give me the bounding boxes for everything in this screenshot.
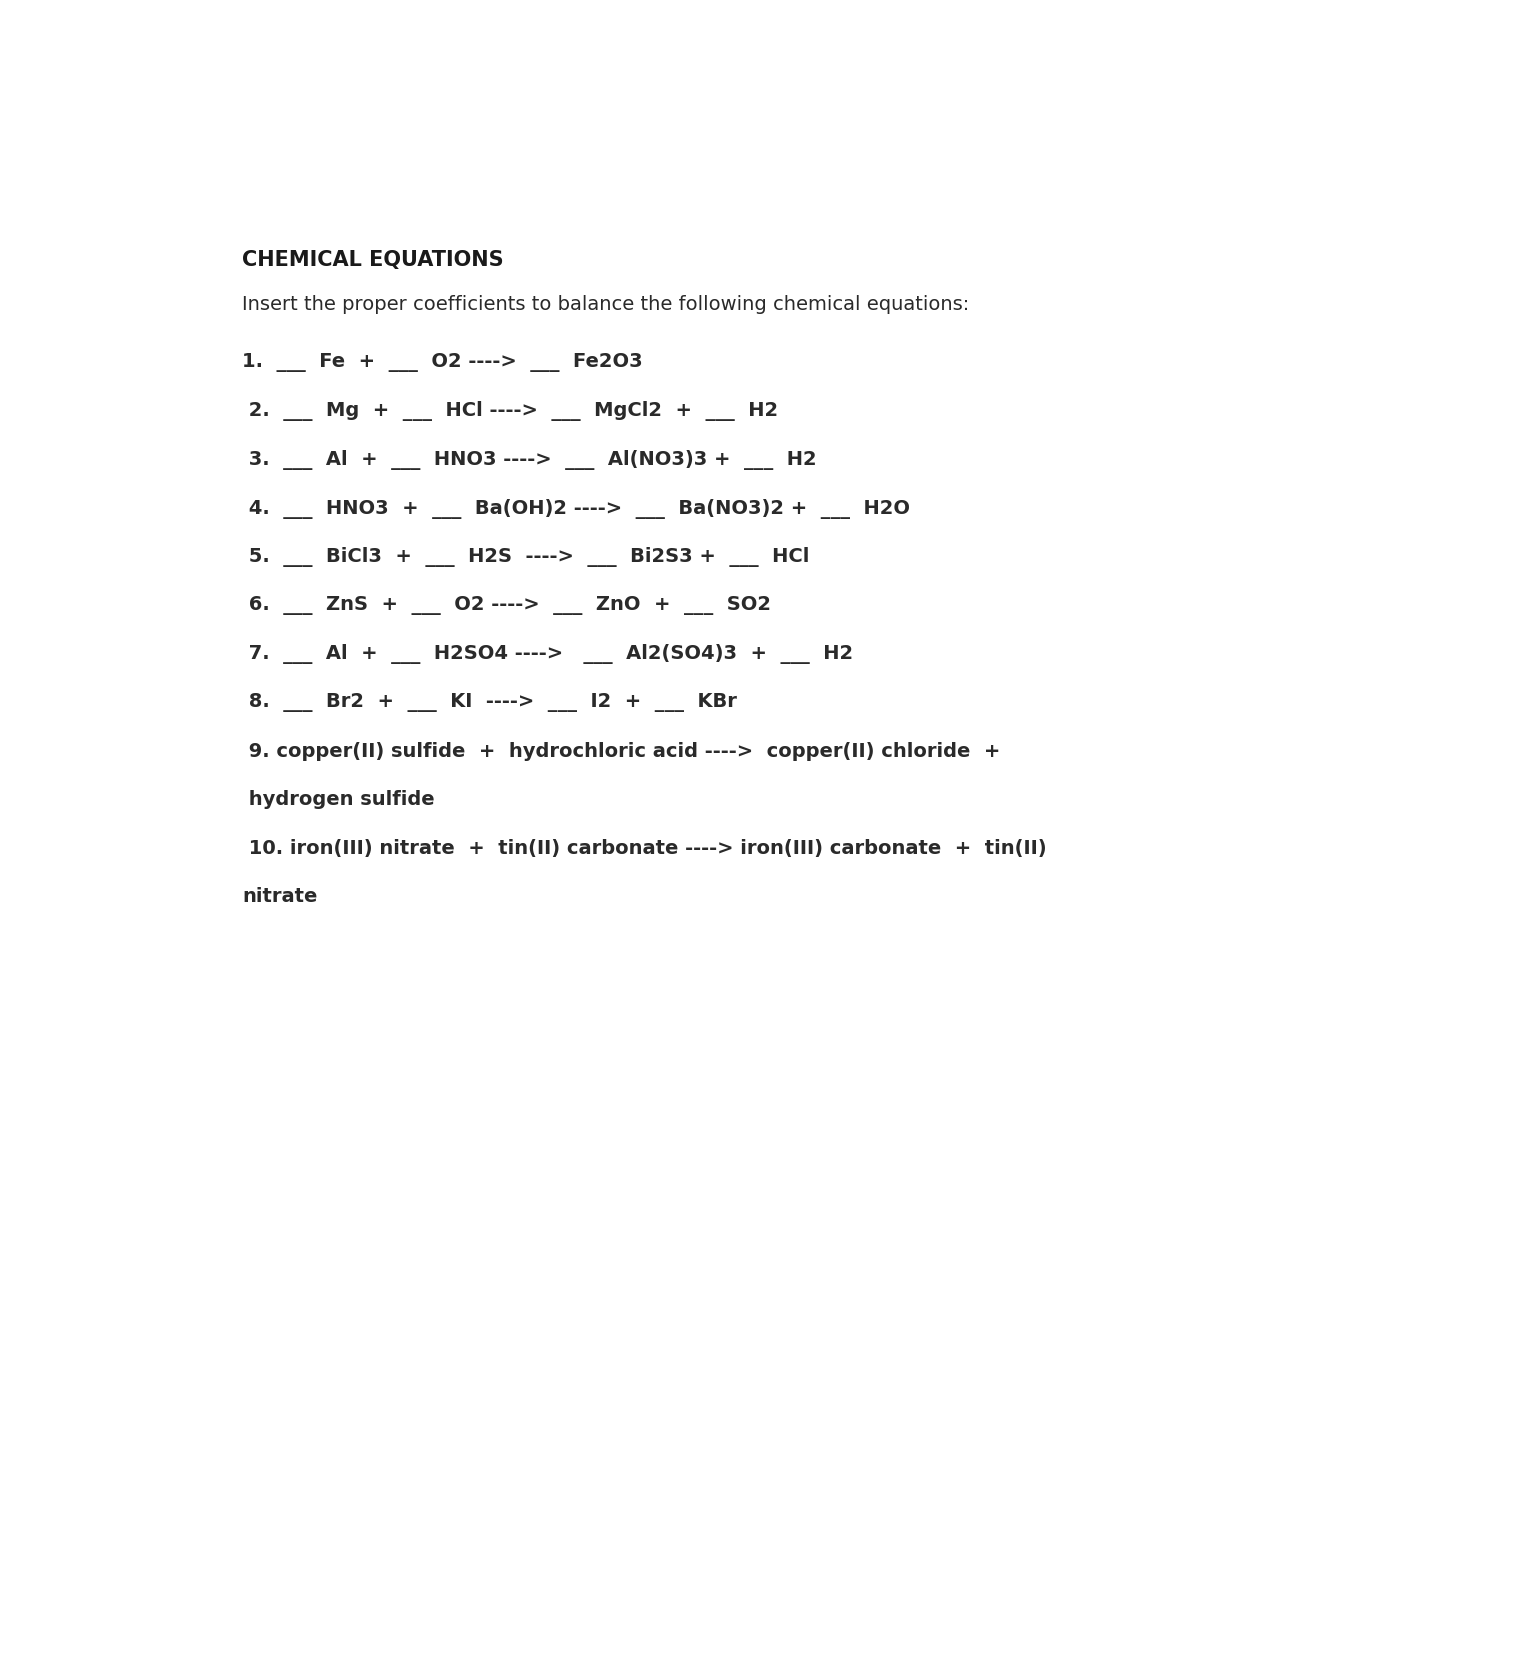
Text: 4.  ___  HNO3  +  ___  Ba(OH)2 ---->  ___  Ba(NO3)2 +  ___  H2O: 4. ___ HNO3 + ___ Ba(OH)2 ----> ___ Ba(N… xyxy=(243,498,909,518)
Text: nitrate: nitrate xyxy=(243,887,318,907)
Text: 7.  ___  Al  +  ___  H2SO4 ---->   ___  Al2(SO4)3  +  ___  H2: 7. ___ Al + ___ H2SO4 ----> ___ Al2(SO4)… xyxy=(243,644,852,664)
Text: 5.  ___  BiCl3  +  ___  H2S  ---->  ___  Bi2S3 +  ___  HCl: 5. ___ BiCl3 + ___ H2S ----> ___ Bi2S3 +… xyxy=(243,546,809,566)
Text: 1.  ___  Fe  +  ___  O2 ---->  ___  Fe2O3: 1. ___ Fe + ___ O2 ----> ___ Fe2O3 xyxy=(243,352,642,372)
Text: CHEMICAL EQUATIONS: CHEMICAL EQUATIONS xyxy=(243,251,504,271)
Text: hydrogen sulfide: hydrogen sulfide xyxy=(243,791,435,809)
Text: 8.  ___  Br2  +  ___  KI  ---->  ___  I2  +  ___  KBr: 8. ___ Br2 + ___ KI ----> ___ I2 + ___ K… xyxy=(243,693,737,713)
Text: 6.  ___  ZnS  +  ___  O2 ---->  ___  ZnO  +  ___  SO2: 6. ___ ZnS + ___ O2 ----> ___ ZnO + ___ … xyxy=(243,596,771,615)
Text: 10. iron(III) nitrate  +  tin(II) carbonate ----> iron(III) carbonate  +  tin(II: 10. iron(III) nitrate + tin(II) carbonat… xyxy=(243,839,1046,857)
Text: 9. copper(II) sulfide  +  hydrochloric acid ---->  copper(II) chloride  +: 9. copper(II) sulfide + hydrochloric aci… xyxy=(243,741,1000,761)
Text: Insert the proper coefficients to balance the following chemical equations:: Insert the proper coefficients to balanc… xyxy=(243,296,969,314)
Text: 3.  ___  Al  +  ___  HNO3 ---->  ___  Al(NO3)3 +  ___  H2: 3. ___ Al + ___ HNO3 ----> ___ Al(NO3)3 … xyxy=(243,450,817,470)
Text: 2.  ___  Mg  +  ___  HCl ---->  ___  MgCl2  +  ___  H2: 2. ___ Mg + ___ HCl ----> ___ MgCl2 + __… xyxy=(243,402,779,422)
